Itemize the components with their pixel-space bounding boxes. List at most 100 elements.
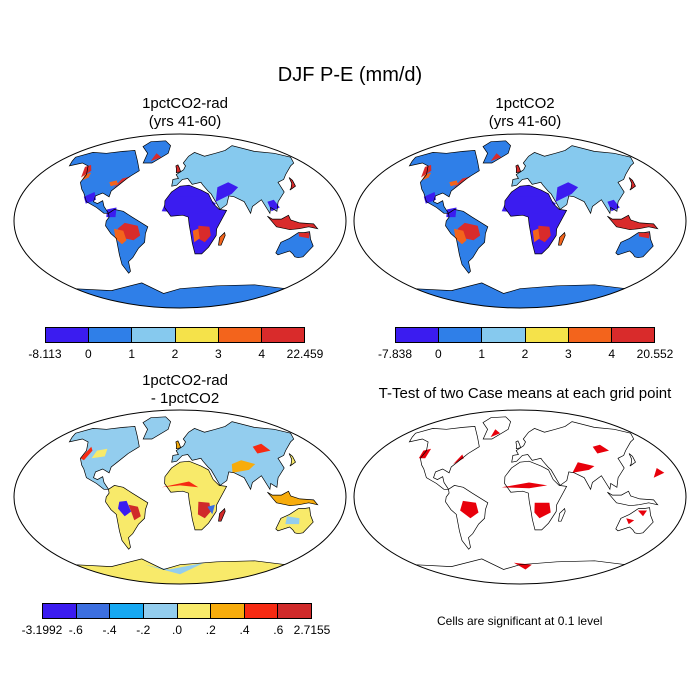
colorbar-label: 2	[171, 347, 179, 361]
field-patch	[534, 502, 551, 519]
europe-asia-coastline	[171, 145, 295, 215]
field-patch	[161, 196, 216, 214]
europe-asia-coastline	[511, 145, 635, 215]
field-patch	[114, 228, 127, 245]
field-patch	[421, 164, 432, 178]
south-america-land	[445, 485, 488, 550]
map-panel-2	[353, 133, 687, 309]
africa-coastline	[164, 460, 228, 531]
map-border	[13, 133, 347, 309]
colorbar-label: 4	[608, 347, 615, 361]
madagascar-land	[558, 232, 566, 246]
field-patch	[144, 562, 205, 575]
australia-coastline	[615, 231, 654, 259]
colorbar-label: .2	[205, 623, 216, 637]
significance-note: Cells are significant at 0.1 level	[437, 614, 603, 628]
indonesia-coastline	[267, 490, 319, 507]
field-patch	[161, 481, 199, 488]
colorbar-label: -3.1992	[21, 623, 63, 637]
colorbar-swatch	[175, 328, 219, 342]
greenland-coastline	[482, 140, 511, 164]
field-patch	[81, 164, 92, 178]
colorbar-swatches	[395, 327, 655, 343]
north-america-coastline	[408, 150, 480, 214]
australia-coastline	[615, 507, 654, 535]
panel-2-title: 1pctCO2 (yrs 41-60)	[405, 95, 645, 131]
field-patch	[460, 500, 479, 519]
madagascar-land	[558, 508, 566, 522]
madagascar-coastline	[218, 231, 226, 246]
colorbar-label: 1	[478, 347, 485, 361]
panel-3-title: 1pctCO2-rad - 1pctCO2	[65, 372, 305, 408]
colorbar-1: -8.113 0 1 2 3 4 22.459	[28, 327, 323, 367]
north-america-coastline	[68, 150, 140, 214]
japan-coastline	[288, 177, 296, 191]
indonesia-coastline	[607, 214, 659, 231]
ocean	[14, 410, 346, 584]
japan-coastline	[628, 177, 636, 191]
greenland-land	[143, 416, 171, 439]
field-patch	[555, 182, 579, 202]
field-patch	[501, 482, 548, 489]
colorbar-label: 2.7155	[293, 623, 331, 637]
south-america-coastline	[445, 209, 489, 274]
colorbar-swatches	[42, 603, 312, 619]
field-patch	[637, 510, 647, 517]
colorbar-swatch	[76, 604, 111, 618]
field-patch	[572, 462, 595, 473]
colorbar-swatch	[177, 604, 212, 618]
uk-land	[515, 440, 521, 449]
uk-land	[175, 164, 181, 173]
colorbar-swatch	[396, 328, 440, 342]
colorbar-label: 3	[564, 347, 572, 361]
field-patch	[118, 500, 132, 517]
colorbar-swatch	[261, 328, 305, 342]
uk-land	[515, 164, 521, 173]
colorbar-label: 0	[434, 347, 442, 361]
map-border	[13, 409, 347, 585]
colorbar-swatch	[568, 328, 612, 342]
greenland-coastline	[142, 140, 171, 164]
colorbar-label: 22.459	[286, 347, 324, 361]
greenland-coastline	[142, 416, 171, 440]
south-america-land	[445, 209, 488, 274]
field-patch	[501, 196, 556, 214]
map-panel-1	[13, 133, 347, 309]
colorbar-swatch	[110, 604, 144, 618]
map-border	[353, 133, 687, 309]
europe-asia-land	[171, 421, 294, 490]
north-america-coastline	[408, 426, 480, 490]
field-patch	[197, 501, 211, 519]
colorbar-swatch	[244, 604, 279, 618]
field-patch	[83, 192, 96, 204]
north-america-coastline	[68, 426, 140, 490]
uk-coastline	[515, 440, 522, 450]
south-america-land	[105, 209, 148, 274]
africa-land	[164, 461, 227, 530]
colorbar-label: 2	[521, 347, 529, 361]
field-patch	[150, 153, 162, 162]
field-patch	[215, 182, 239, 202]
uk-coastline	[175, 440, 182, 450]
north-america-land	[409, 426, 480, 490]
ocean	[14, 134, 346, 308]
land-group	[68, 416, 319, 584]
australia-land	[615, 231, 654, 258]
panel-2-title-line2: (yrs 41-60)	[488, 113, 562, 130]
colorbar-swatch	[439, 328, 483, 342]
field-patch	[252, 443, 271, 454]
indonesia-coastline	[267, 214, 319, 231]
uk-coastline	[515, 164, 522, 174]
field-patch	[490, 429, 501, 438]
madagascar-land	[218, 232, 226, 246]
antarctica-land	[414, 282, 626, 308]
antarctica-land	[414, 558, 626, 584]
panel-4-title: T-Test of two Case means at each grid po…	[355, 385, 695, 403]
field-patch	[285, 516, 300, 525]
colorbar-swatch	[482, 328, 526, 342]
field-patch	[653, 468, 665, 478]
field-patch	[490, 153, 502, 162]
land-group	[68, 140, 319, 308]
field-patch	[532, 228, 540, 243]
africa-coastline	[164, 184, 228, 255]
